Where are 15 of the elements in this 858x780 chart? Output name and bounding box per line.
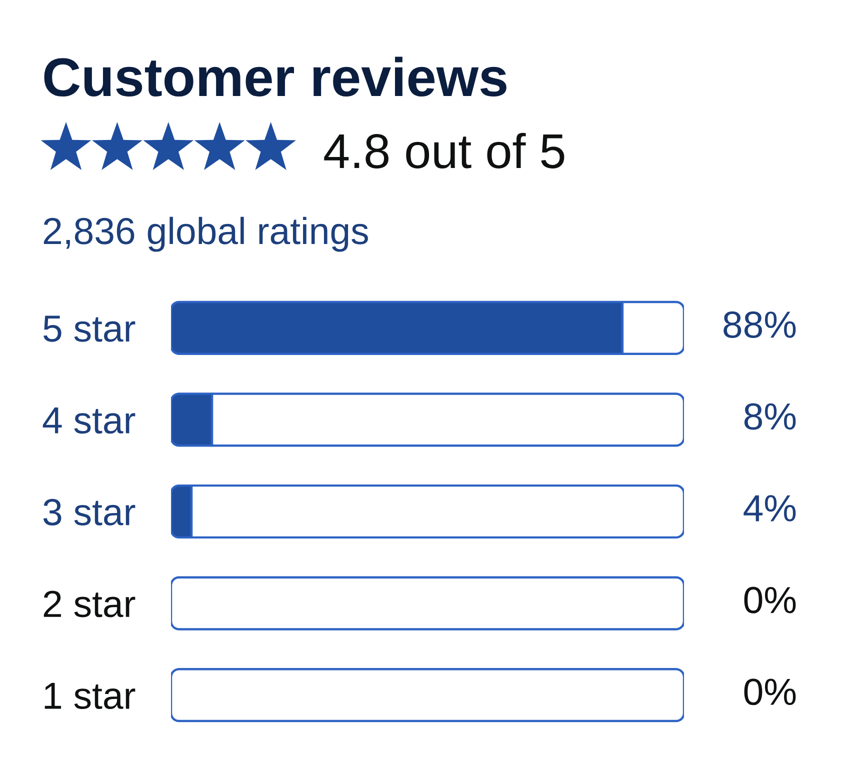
y-tick-label: 3 star xyxy=(43,498,136,526)
chart-subtitle: 4.8 out of 5 xyxy=(324,132,564,168)
y-tick-label: 1 star xyxy=(44,682,136,710)
text: 2,836 global ratings xyxy=(44,216,368,252)
data-label: 0% xyxy=(744,586,796,614)
data-label: 0% xyxy=(744,678,796,706)
bar xyxy=(171,668,684,722)
data-label: 8% xyxy=(744,403,796,430)
y-tick-label: 4 star xyxy=(42,407,136,434)
chart-title: Customer reviews xyxy=(44,56,506,97)
bar xyxy=(171,576,684,630)
data-label: 88% xyxy=(724,311,796,338)
data-label: 4% xyxy=(744,495,796,522)
y-tick-label: 5 star xyxy=(44,316,136,342)
y-tick-label: 2 star xyxy=(44,590,136,618)
